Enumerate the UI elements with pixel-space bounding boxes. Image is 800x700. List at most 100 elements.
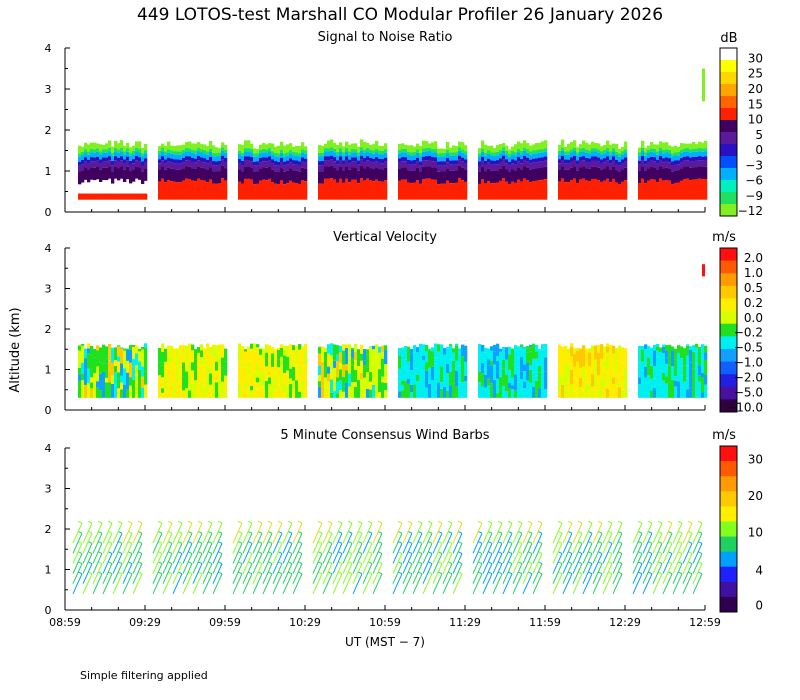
snr-cell [440,156,444,162]
velocity-cell [582,390,586,398]
velocity-cell [304,364,308,377]
y-tick-label: 4 [45,42,52,55]
velocity-cell [161,365,165,378]
snr-cell [558,163,562,170]
velocity-cell [490,346,494,351]
velocity-cell [218,380,222,385]
snr-cell [529,151,533,155]
wind-barb [332,573,343,595]
velocity-cell [179,345,183,348]
snr-cell [321,171,325,184]
snr-cell [363,168,367,181]
snr-cell [701,151,705,157]
velocity-cell [431,351,435,367]
wind-barb [292,573,303,595]
snr-cell [206,182,210,200]
velocity-cell [567,348,571,355]
snr-cell [259,157,263,163]
wind-barb [602,543,613,564]
snr-cell [674,164,678,171]
snr-cell [612,143,616,149]
colorbar-swatch [720,156,737,169]
snr-cell [671,165,675,172]
velocity-cell [647,357,651,376]
wind-barb [572,553,583,574]
snr-cell [526,152,530,158]
velocity-cell [573,372,577,378]
velocity-cell [339,380,343,391]
snr-cell [129,152,133,156]
velocity-cell [114,365,118,373]
snr-cell [686,148,690,152]
snr-cell [164,163,168,170]
velocity-cell [324,359,328,378]
snr-cell [662,153,666,159]
snr-cell [194,150,198,154]
velocity-cell [449,345,453,360]
snr-cell [321,165,325,172]
snr-cell [419,145,423,154]
velocity-cell [665,383,669,398]
snr-cell [437,184,441,200]
snr-cell [653,157,657,162]
snr-cell [265,157,269,162]
snr-cell [452,152,456,156]
snr-cell [526,143,530,150]
snr-cell [292,155,296,161]
velocity-cell [259,348,263,355]
snr-cell [425,141,429,148]
wind-barb [552,553,563,574]
wind-barb [522,563,533,584]
wind-barb [582,563,593,584]
velocity-cell [567,354,571,365]
snr-cell [360,155,364,160]
velocity-cell [138,361,142,370]
velocity-cell [351,382,355,398]
snr-cell [541,161,545,168]
velocity-cell [357,366,361,381]
wind-barb [102,533,113,554]
snr-cell [277,161,281,166]
wind-barb-flag [427,520,433,524]
velocity-cell [641,361,645,371]
velocity-cell [321,346,325,352]
velocity-cell [621,347,625,363]
snr-cell [241,165,245,172]
snr-cell [102,193,106,200]
snr-cell [84,167,88,180]
velocity-cell [238,383,242,398]
velocity-cell [458,348,462,354]
snr-cell [419,161,423,166]
snr-cell [588,181,592,200]
snr-cell [117,161,121,169]
snr-cell [558,154,562,160]
velocity-cell [499,361,503,377]
snr-cell [321,183,325,200]
snr-cell [161,178,165,200]
snr-cell [185,166,189,179]
wind-barb [392,522,403,544]
snr-cell [194,143,198,151]
colorbar-label: −12 [738,204,763,218]
velocity-cell [129,349,133,363]
velocity-cell [200,380,204,394]
colorbar-swatch [720,506,737,522]
velocity-cell [90,368,94,378]
snr-cell [517,167,521,180]
velocity-cell [84,369,88,385]
wind-barb [122,553,133,574]
wind-barb [72,533,83,554]
velocity-cell [597,345,601,354]
snr-cell [704,140,708,149]
wind-barb [192,522,203,544]
snr-cell [437,156,441,162]
velocity-cell [431,347,435,352]
velocity-cell [526,346,530,349]
snr-cell [132,145,136,151]
wind-barb [232,553,243,574]
snr-cell [345,148,349,152]
velocity-cell [197,365,201,375]
snr-cell [425,178,429,200]
snr-cell [523,155,527,160]
velocity-cell [345,364,349,371]
